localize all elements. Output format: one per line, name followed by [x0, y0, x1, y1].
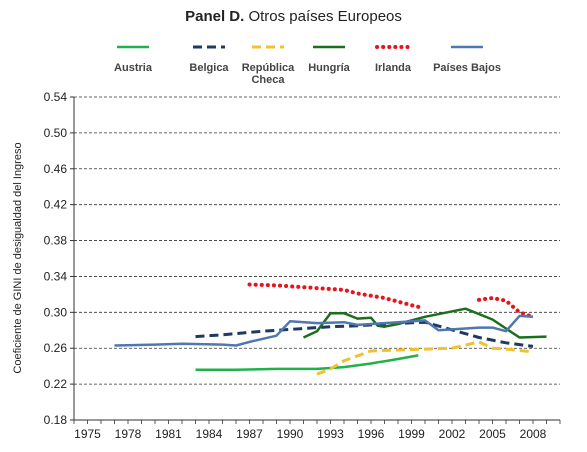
- y-tick-label: 0.30: [44, 305, 68, 319]
- series-line-austria: [195, 354, 419, 372]
- y-tick-label: 0.18: [44, 413, 68, 427]
- y-tick-label: 0.38: [44, 234, 68, 248]
- legend-item: Hungría: [289, 38, 369, 74]
- series-line-irlanda: [477, 296, 535, 319]
- series-line-paises-bajos: [114, 314, 534, 347]
- x-tick-label: 1978: [115, 427, 142, 441]
- x-tick-label: 1999: [398, 427, 425, 441]
- x-tick-label: 1993: [317, 427, 344, 441]
- x-tick-label: 1981: [155, 427, 182, 441]
- series-line-irlanda: [247, 282, 425, 310]
- chart-title: Panel D. Otros países Europeos: [0, 8, 587, 25]
- legend-item: Austria: [93, 38, 173, 74]
- x-tick-label: 1996: [358, 427, 385, 441]
- y-tick-label: 0.34: [44, 269, 68, 283]
- y-tick-label: 0.54: [44, 90, 68, 104]
- series-line-hungria: [302, 307, 547, 339]
- y-tick-label: 0.22: [44, 377, 68, 391]
- legend-label: Países Bajos: [433, 62, 501, 74]
- y-tick-label: 0.46: [44, 162, 68, 176]
- x-tick-label: 2005: [479, 427, 506, 441]
- x-tick-label: 1975: [74, 427, 101, 441]
- series-line-republica-checa: [316, 340, 534, 376]
- legend-swatch: [313, 45, 345, 49]
- legend-swatch: [252, 45, 284, 49]
- chart-title-rest: Otros países Europeos: [248, 8, 402, 25]
- legend-label: Austria: [114, 62, 152, 74]
- legend-swatch: [117, 45, 149, 49]
- y-tick-label: 0.42: [44, 198, 68, 212]
- chart-title-bold: Panel D.: [185, 8, 245, 25]
- x-tick-label: 2008: [520, 427, 547, 441]
- x-tick-label: 2002: [439, 427, 466, 441]
- legend-item: Países Bajos: [427, 38, 507, 74]
- legend: Austria Belgica República Checa Hungría Irla…: [0, 38, 587, 88]
- y-tick-label: 0.26: [44, 341, 68, 355]
- x-tick-label: 1990: [277, 427, 304, 441]
- legend-label: República Checa: [241, 62, 295, 86]
- x-tick-label: 1987: [236, 427, 263, 441]
- y-tick-label: 0.50: [44, 126, 68, 140]
- legend-item: Irlanda: [353, 38, 433, 74]
- legend-swatch: [451, 45, 483, 49]
- x-tick-label: 1984: [196, 427, 223, 441]
- legend-swatch: [193, 45, 225, 49]
- legend-label: Irlanda: [374, 62, 412, 74]
- legend-item: República Checa: [228, 38, 308, 86]
- legend-label: Hungría: [308, 62, 350, 74]
- legend-swatch: [375, 45, 411, 49]
- legend-item: Belgica: [169, 38, 249, 74]
- legend-label: Belgica: [189, 62, 229, 74]
